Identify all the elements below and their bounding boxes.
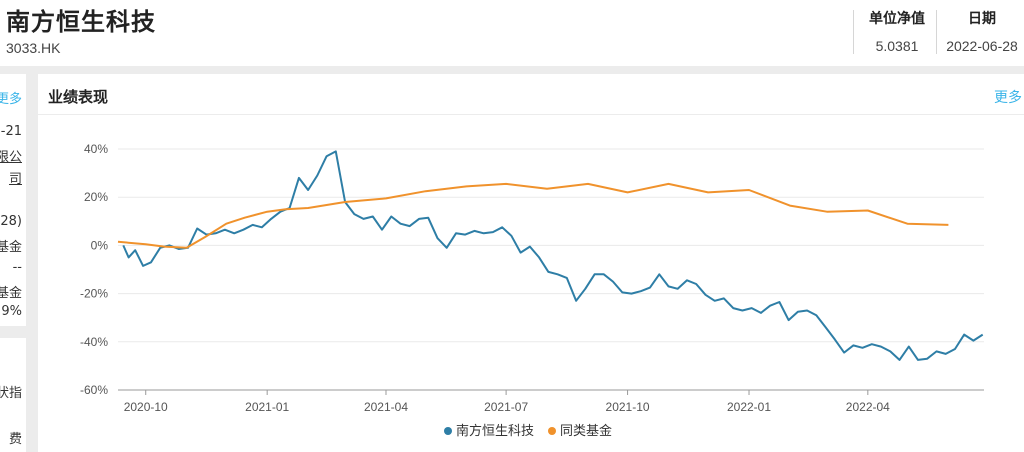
left-panel-text: 费 <box>8 432 22 447</box>
fund-header: 南方恒生科技 3033.HK 单位净值 5.0381 日期 2022-06-28 <box>0 0 1024 66</box>
left-more-link[interactable]: 更多 <box>0 92 22 107</box>
legend-label: 南方恒生科技 <box>456 423 534 439</box>
nav-label: 单位净值 <box>869 11 925 27</box>
left-panel-link-text[interactable]: 限公 <box>0 150 22 165</box>
series-line-fund <box>122 150 984 361</box>
section-divider <box>38 114 1024 115</box>
left-panel-text: -- <box>12 260 22 275</box>
y-tick-label: -60% <box>80 383 108 397</box>
performance-chart: -60% -40% -20% 0% 20% 40% 2020-10 2021-01 2021-0… <box>80 142 984 439</box>
left-info-panel: 更多 -21 限公 司 28) 类基金 -- 基金 9% <box>0 74 26 326</box>
left-panel-link-text[interactable]: 司 <box>8 172 22 187</box>
x-tick-label: 2020-10 <box>124 400 168 414</box>
date-stat: 日期 2022-06-28 <box>940 8 1024 54</box>
x-tick-label: 2022-04 <box>846 400 890 414</box>
left-panel-text: 状指 <box>0 386 22 401</box>
date-label: 日期 <box>968 11 996 27</box>
nav-stat: 单位净值 5.0381 <box>858 8 936 54</box>
fund-code: 3033.HK <box>6 40 61 56</box>
x-tick-label: 2021-07 <box>484 400 528 414</box>
date-value: 2022-06-28 <box>946 38 1018 54</box>
left-panel-text: 9% <box>1 304 22 319</box>
performance-panel: 业绩表现 更多 -60% -40% -20% 0% 20% 40% 2020-10 2021-… <box>38 74 1024 452</box>
left-panel-text: -21 <box>0 124 22 139</box>
x-tick-label: 2021-04 <box>364 400 408 414</box>
left-panel-text: 28) <box>0 214 22 229</box>
series-line-peer <box>117 182 949 249</box>
x-tick-label: 2022-01 <box>727 400 771 414</box>
left-panel-text: 基金 <box>0 286 22 301</box>
y-tick-label: 0% <box>91 238 109 252</box>
x-tick-label: 2021-01 <box>245 400 289 414</box>
more-link[interactable]: 更多 <box>994 90 1022 106</box>
x-tick-label: 2021-10 <box>606 400 650 414</box>
header-separator <box>936 10 937 54</box>
header-separator <box>853 10 854 54</box>
nav-value: 5.0381 <box>875 38 919 54</box>
y-tick-label: 40% <box>84 142 108 156</box>
y-tick-label: -20% <box>80 287 108 301</box>
fund-name: 南方恒生科技 <box>6 8 156 36</box>
y-tick-label: -40% <box>80 335 108 349</box>
y-tick-label: 20% <box>84 190 108 204</box>
legend-marker <box>444 427 452 435</box>
left-info-panel-2: 状指 费 <box>0 338 26 452</box>
legend-marker <box>548 427 556 435</box>
section-title: 业绩表现 <box>48 88 109 106</box>
legend-label: 同类基金 <box>560 423 612 439</box>
left-panel-text: 类基金 <box>0 240 22 255</box>
